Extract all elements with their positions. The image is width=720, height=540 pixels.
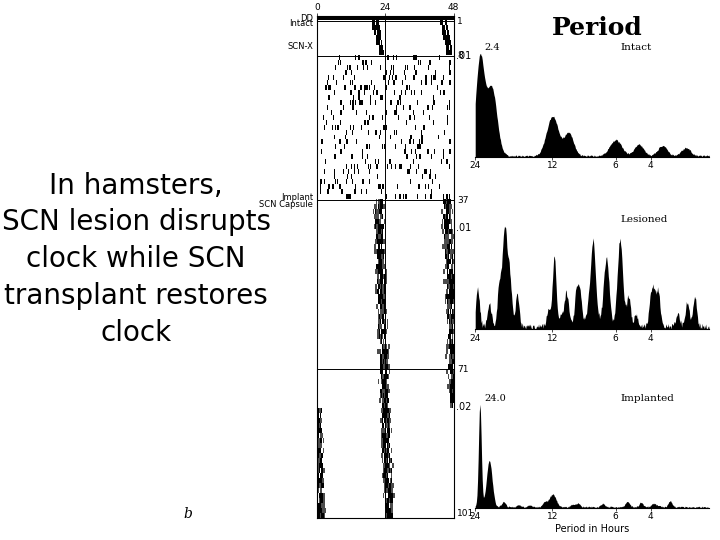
Text: 1: 1 <box>457 17 463 26</box>
Text: 24.0: 24.0 <box>485 394 506 402</box>
X-axis label: Period in Hours: Period in Hours <box>555 524 629 534</box>
Text: .01: .01 <box>456 51 472 60</box>
Text: .02: .02 <box>456 402 472 411</box>
Text: 71: 71 <box>457 364 469 374</box>
Text: SCN-X: SCN-X <box>287 42 313 51</box>
Text: Intact: Intact <box>621 43 652 51</box>
Text: Implanted: Implanted <box>621 394 674 402</box>
Text: 37: 37 <box>457 195 469 205</box>
Text: 2.4: 2.4 <box>485 43 500 51</box>
Text: 101: 101 <box>457 509 474 518</box>
Text: Period: Period <box>552 16 643 40</box>
Text: SCN Capsule: SCN Capsule <box>259 200 313 208</box>
Text: .01: .01 <box>456 224 472 233</box>
Text: b: b <box>183 507 192 521</box>
Text: Lesioned: Lesioned <box>621 215 667 224</box>
Text: In hamsters,
SCN lesion disrupts
clock while SCN
transplant restores
clock: In hamsters, SCN lesion disrupts clock w… <box>1 172 271 347</box>
Text: Intact: Intact <box>289 19 313 28</box>
Text: DD: DD <box>300 14 313 23</box>
Text: Implant: Implant <box>281 193 313 202</box>
Text: 8: 8 <box>457 51 463 60</box>
